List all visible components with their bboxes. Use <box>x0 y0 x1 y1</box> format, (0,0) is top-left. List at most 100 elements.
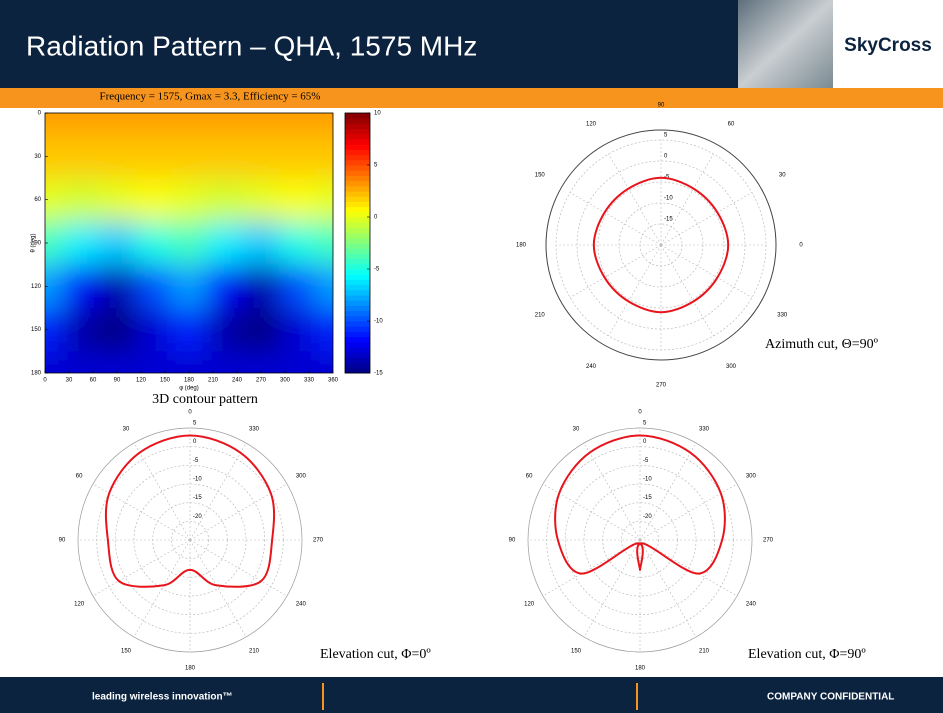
heat-cell <box>135 178 172 223</box>
heat-cell <box>243 264 280 309</box>
r-tick-label: 0 <box>664 154 668 160</box>
colorbar-step <box>345 289 370 296</box>
polar-spoke <box>583 442 641 541</box>
theta-tick-label: 180 <box>516 243 527 249</box>
theta-tick-label: 240 <box>586 364 597 370</box>
colorbar-step <box>345 211 370 218</box>
colorbar-step <box>345 248 370 254</box>
colorbar-step <box>345 201 370 208</box>
colorbar-step <box>345 300 370 306</box>
x-tick-label: 0 <box>43 378 47 384</box>
heat-cell <box>63 351 100 373</box>
heatmap-cells <box>45 113 333 373</box>
colorbar-tick-label: -15 <box>374 371 383 377</box>
colorbar-step <box>345 165 370 171</box>
heat-cell <box>207 264 244 309</box>
polar-spoke <box>189 442 247 541</box>
colorbar-step <box>345 352 370 358</box>
colorbar-step <box>345 196 370 202</box>
y-tick-label: 180 <box>31 371 42 377</box>
polar-spoke <box>569 244 662 298</box>
heat-cell <box>171 134 208 179</box>
theta-tick-label: 0 <box>799 243 803 249</box>
colorbar-step <box>345 310 370 317</box>
theta-tick-label: 300 <box>726 364 737 370</box>
colorbar-step <box>345 279 370 286</box>
theta-tick-label: 150 <box>571 648 582 654</box>
polar-ring <box>597 181 725 309</box>
theta-tick-label: 90 <box>59 538 66 544</box>
theta-tick-label: 150 <box>121 648 132 654</box>
theta-tick-label: 60 <box>526 474 533 480</box>
theta-tick-label: 30 <box>573 427 580 433</box>
heat-cell <box>135 113 172 136</box>
pattern-curve <box>554 434 726 575</box>
heat-cell <box>135 308 172 353</box>
heat-cell <box>171 221 208 266</box>
heat-cell <box>315 308 333 353</box>
y-tick-label: 120 <box>31 284 42 290</box>
heatmap <box>45 113 333 373</box>
colorbar-tick-label: 0 <box>374 215 378 221</box>
polar-ring <box>620 520 660 560</box>
heat-cell <box>135 134 172 179</box>
heat-cell <box>315 221 333 266</box>
r-tick-label: 5 <box>643 421 647 427</box>
x-tick-label: 150 <box>160 378 171 384</box>
theta-tick-label: 0 <box>188 410 192 416</box>
colorbar-step <box>345 243 370 249</box>
colorbar-step <box>345 331 370 338</box>
y-tick-label: 0 <box>38 111 42 117</box>
polar-spoke <box>133 442 191 541</box>
colorbar-step <box>345 123 370 130</box>
polar-spoke <box>639 539 738 597</box>
heat-cell <box>207 178 244 223</box>
chart-caption: Elevation cut, Φ=90º <box>748 647 866 662</box>
heat-cell <box>45 178 64 223</box>
heat-cell <box>99 264 136 309</box>
heat-cell <box>207 351 244 373</box>
colorbar-step <box>345 341 370 348</box>
heat-cell <box>279 113 316 136</box>
colorbar-step <box>345 222 370 228</box>
theta-tick-label: 270 <box>313 538 324 544</box>
heat-cell <box>207 113 244 136</box>
heat-cell <box>279 178 316 223</box>
chart-title: Frequency = 1575, Gmax = 3.3, Efficiency… <box>100 91 321 103</box>
y-tick-label: 150 <box>31 327 42 333</box>
polar-ring <box>564 464 716 616</box>
heat-cell <box>243 113 280 136</box>
colorbar-step <box>345 362 370 369</box>
heat-cell <box>207 221 244 266</box>
footer-tagline: leading wireless innovation™ <box>92 692 233 703</box>
colorbar-step <box>345 357 370 364</box>
polar-spoke <box>189 539 288 597</box>
heat-cell <box>135 264 172 309</box>
polar-spoke <box>583 539 641 638</box>
theta-tick-label: 60 <box>728 121 735 127</box>
polar-spoke <box>608 153 662 246</box>
heat-cell <box>171 351 208 373</box>
heat-cell <box>99 221 136 266</box>
x-tick-label: 360 <box>328 378 339 384</box>
colorbar-step <box>345 139 370 145</box>
heat-cell <box>63 308 100 353</box>
theta-tick-label: 300 <box>746 474 757 480</box>
theta-tick-label: 180 <box>185 666 196 672</box>
colorbar-step <box>345 367 370 374</box>
r-tick-label: -5 <box>643 458 649 464</box>
polar-spoke <box>133 539 191 638</box>
colorbar-step <box>345 237 370 244</box>
theta-tick-label: 210 <box>535 313 546 319</box>
theta-tick-label: 60 <box>76 474 83 480</box>
accent-bar <box>0 88 943 108</box>
heat-cell <box>99 134 136 179</box>
x-tick-label: 210 <box>208 378 219 384</box>
heat-cell <box>279 264 316 309</box>
colorbar-tick-label: -5 <box>374 267 380 273</box>
colorbar-step <box>345 227 370 234</box>
r-tick-label: -5 <box>193 458 199 464</box>
theta-tick-label: 270 <box>763 538 774 544</box>
theta-tick-label: 90 <box>658 103 665 109</box>
